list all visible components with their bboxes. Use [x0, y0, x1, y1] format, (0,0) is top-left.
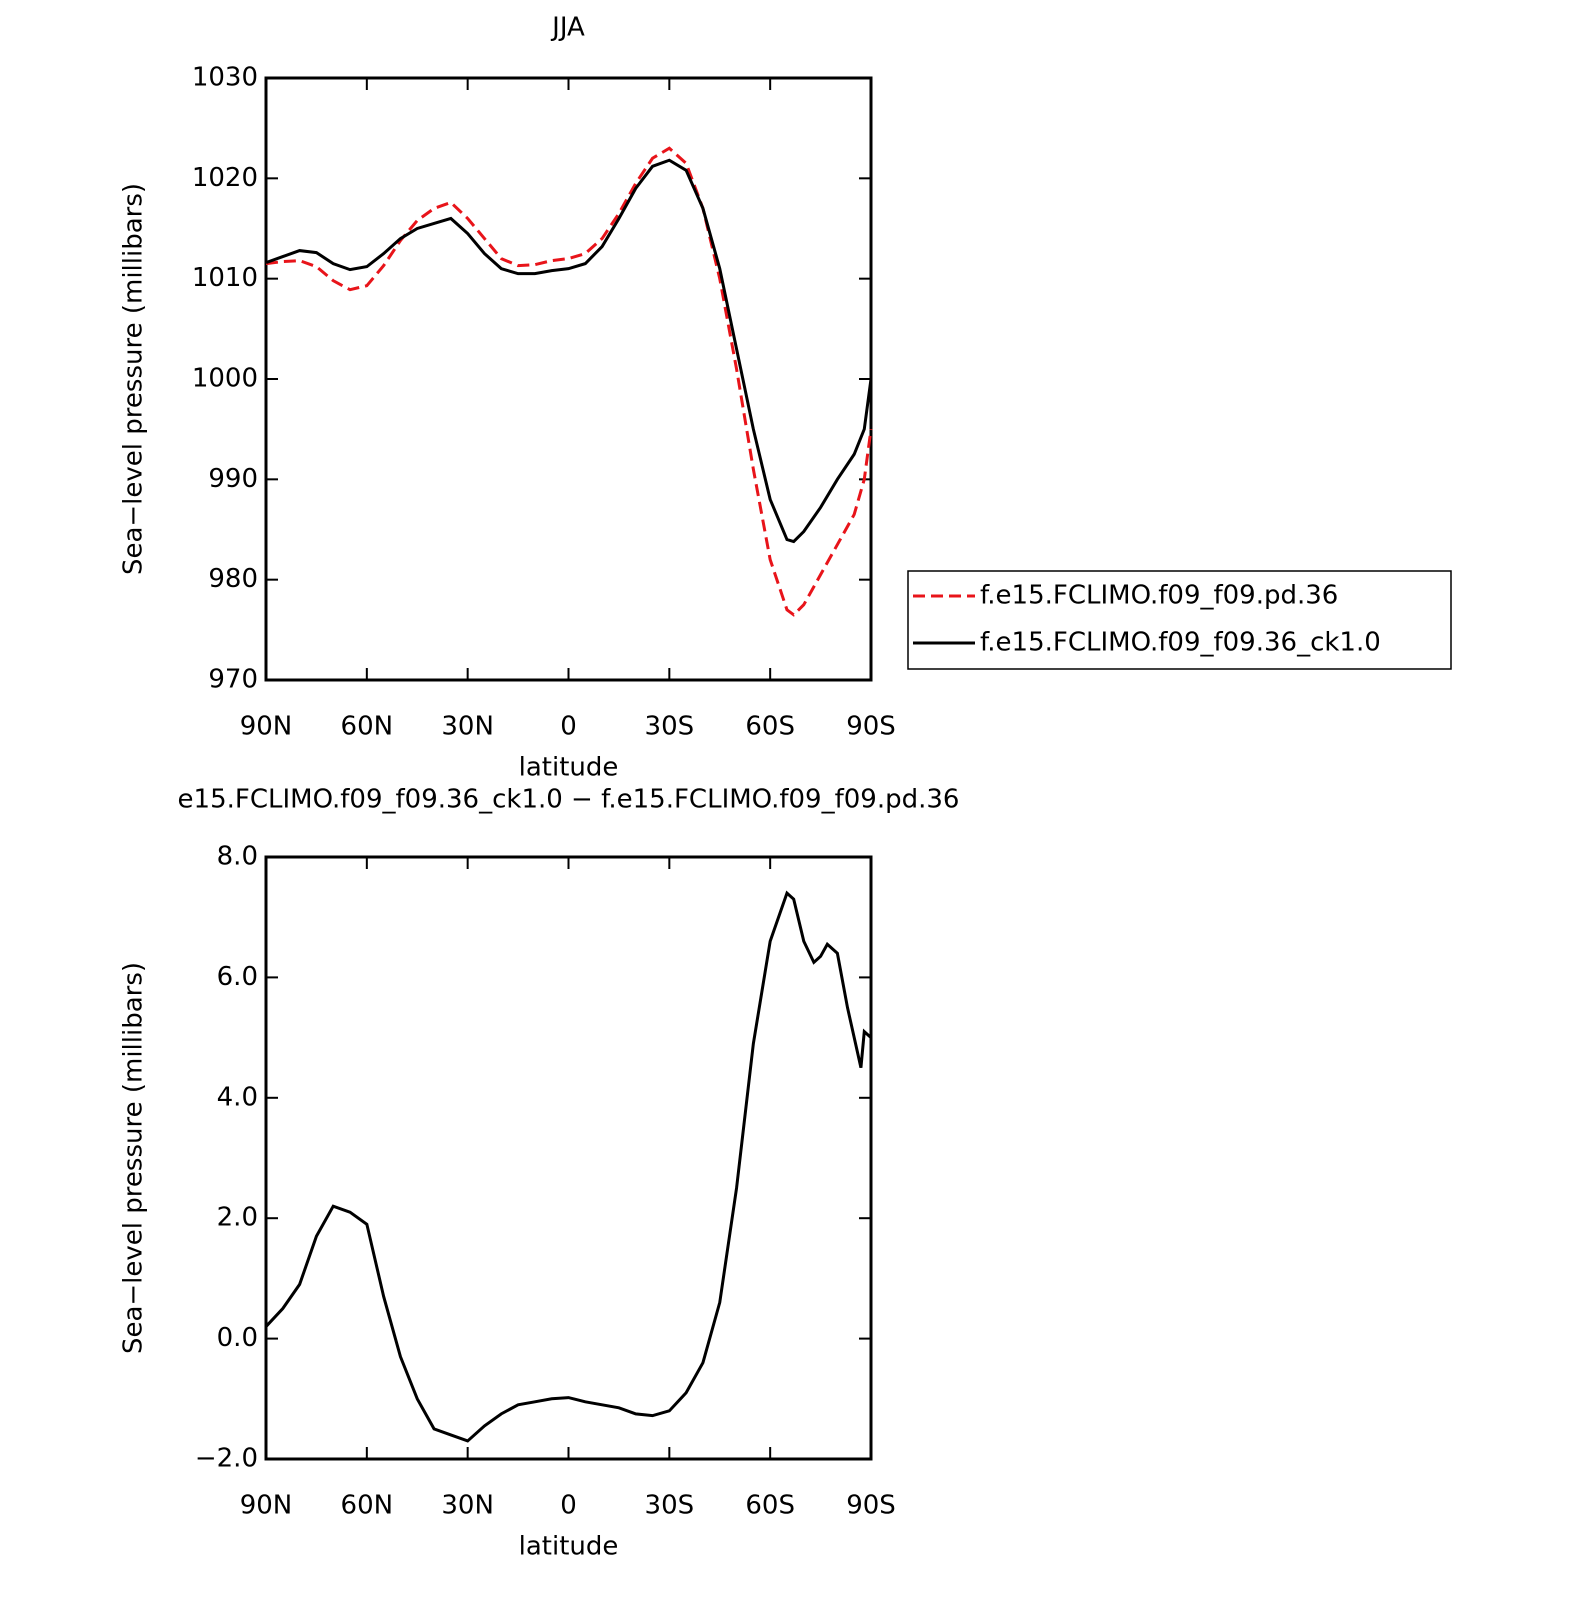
legend-label: f.e15.FCLIMO.f09_f09.36_ck1.0 [980, 628, 1381, 658]
x-tick-label: 0 [560, 1491, 577, 1521]
x-tick-label: 60S [745, 1491, 795, 1521]
y-tick-label: 1020 [192, 163, 258, 193]
y-tick-label: 1000 [192, 364, 258, 394]
legend-box [907, 570, 1452, 670]
x-axis-label: latitude [519, 753, 619, 783]
y-tick-label: 2.0 [217, 1203, 258, 1233]
x-tick-label: 90N [240, 712, 293, 742]
y-axis-label: Sea−level pressure (millibars) [119, 183, 149, 575]
legend-label: f.e15.FCLIMO.f09_f09.pd.36 [980, 581, 1338, 611]
y-tick-label: 8.0 [217, 842, 258, 872]
plot-frame [264, 855, 873, 1461]
x-tick-label: 30S [645, 712, 695, 742]
chart-title: JJA [550, 13, 585, 43]
x-tick-label: 90N [240, 1491, 293, 1521]
y-tick-label: 1010 [192, 263, 258, 293]
x-tick-label: 0 [560, 712, 577, 742]
y-tick-label: −2.0 [195, 1444, 258, 1474]
line-series [265, 146, 873, 617]
x-tick-label: 90S [846, 712, 896, 742]
x-tick-label: 30N [441, 1491, 494, 1521]
x-tick-label: 60N [341, 712, 394, 742]
x-axis-label: latitude [519, 1532, 619, 1562]
y-tick-label: 6.0 [217, 962, 258, 992]
x-tick-label: 90S [846, 1491, 896, 1521]
x-tick-label: 60N [341, 1491, 394, 1521]
y-tick-label: 980 [208, 564, 258, 594]
chart-title: e15.FCLIMO.f09_f09.36_ck1.0 − f.e15.FCLI… [178, 785, 960, 815]
x-tick-label: 60S [745, 712, 795, 742]
y-tick-label: 1030 [192, 63, 258, 93]
y-axis-label: Sea−level pressure (millibars) [119, 962, 149, 1354]
y-tick-label: 0.0 [217, 1323, 258, 1353]
x-tick-label: 30S [645, 1491, 695, 1521]
line-series [265, 158, 873, 544]
y-tick-label: 970 [208, 665, 258, 695]
x-tick-label: 30N [441, 712, 494, 742]
y-tick-label: 990 [208, 464, 258, 494]
y-tick-label: 4.0 [217, 1082, 258, 1112]
line-series [264, 890, 873, 1443]
